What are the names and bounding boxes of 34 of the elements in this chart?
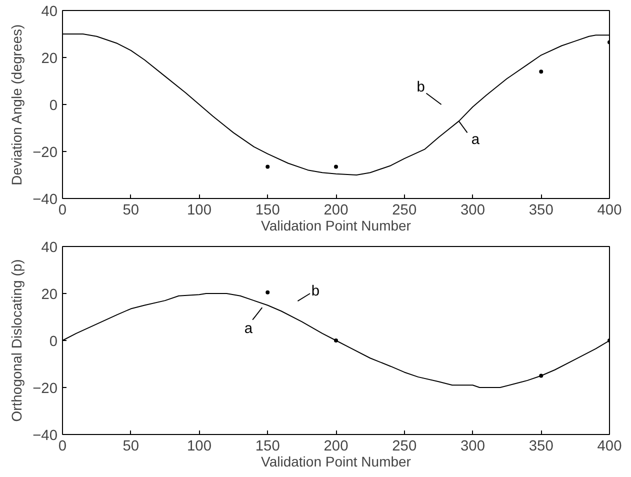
annotation: b bbox=[311, 284, 320, 300]
x-tick-label: 350 bbox=[528, 202, 554, 218]
x-tick-label: 50 bbox=[122, 202, 140, 218]
x-tick-label: 250 bbox=[392, 438, 417, 454]
y-tick-label: 20 bbox=[41, 287, 58, 303]
x-tick-label: 300 bbox=[460, 438, 485, 454]
x-tick-label: 350 bbox=[528, 438, 554, 454]
y-tick-label: −40 bbox=[32, 192, 58, 208]
x-tick-label: 100 bbox=[187, 438, 212, 454]
y-tick-label: 20 bbox=[41, 51, 58, 67]
x-tick-label: 100 bbox=[187, 202, 212, 218]
x-tick-label: 150 bbox=[255, 438, 280, 454]
x-tick-label: 250 bbox=[392, 202, 417, 218]
x-tick-label: 400 bbox=[597, 202, 622, 218]
y-tick-label: −20 bbox=[32, 145, 58, 161]
y-tick-label: −40 bbox=[32, 428, 58, 444]
x-tick-label: 200 bbox=[324, 438, 348, 454]
x-tick-label: 400 bbox=[597, 438, 622, 454]
y-tick-label: 0 bbox=[49, 98, 58, 114]
x-tick-label: 150 bbox=[255, 202, 280, 218]
annotation: a bbox=[244, 321, 254, 338]
y-tick-label: 0 bbox=[49, 334, 58, 350]
y-axis-title: Orthogonal Dislocating (p) bbox=[8, 259, 25, 422]
annotation: b bbox=[416, 80, 425, 96]
annotation: a bbox=[471, 132, 480, 148]
x-tick-label: 300 bbox=[460, 202, 485, 218]
y-axis-title: Deviation Angle (degrees) bbox=[8, 24, 25, 186]
y-tick-label: 40 bbox=[41, 4, 58, 20]
x-axis-title: Validation Point Number bbox=[261, 218, 412, 234]
x-axis-title: Validation Point Number bbox=[261, 454, 412, 470]
y-tick-label: 40 bbox=[41, 240, 58, 256]
x-tick-label: 50 bbox=[122, 438, 140, 454]
x-tick-label: 200 bbox=[324, 202, 348, 218]
y-tick-label: −20 bbox=[32, 381, 58, 397]
